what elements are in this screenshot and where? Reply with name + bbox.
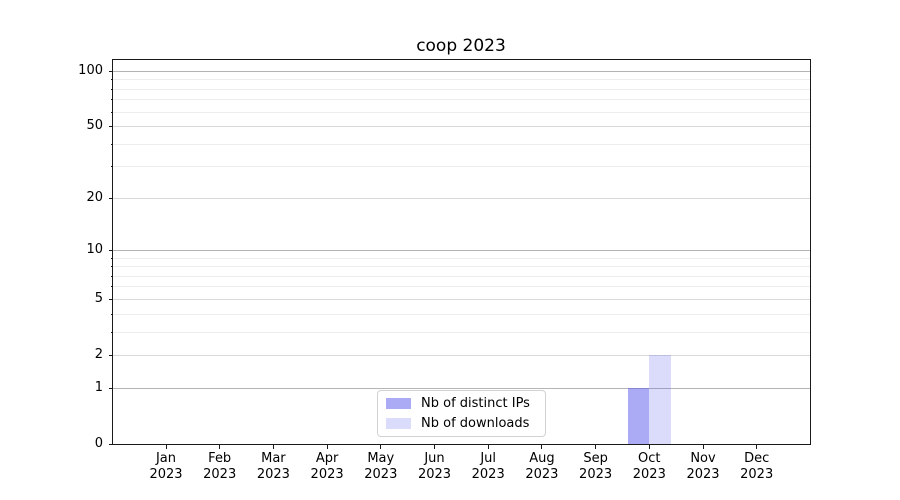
y-tick-label-50: 50 xyxy=(37,118,103,134)
legend-label: Nb of distinct IPs xyxy=(421,396,530,411)
x-tick-apr xyxy=(327,445,328,449)
legend-item-downloads: Nb of downloads xyxy=(378,415,545,432)
chart-title: coop 2023 xyxy=(112,36,810,56)
y-minortick-80 xyxy=(111,89,113,90)
y-tick-label-5: 5 xyxy=(37,291,103,307)
bar-downloads-oct xyxy=(649,355,671,444)
x-tick-aug xyxy=(541,445,542,449)
x-tick-oct xyxy=(649,445,650,449)
y-tick-label-100: 100 xyxy=(37,63,103,79)
legend-swatch-downloads xyxy=(386,418,411,429)
x-tick-label-dec: Dec2023 xyxy=(725,451,789,483)
legend-label: Nb of downloads xyxy=(421,416,529,431)
bar-layer xyxy=(113,60,810,444)
x-tick-feb xyxy=(219,445,220,449)
y-minortick-8 xyxy=(111,266,113,267)
y-tick-5 xyxy=(109,299,113,300)
y-minortick-4 xyxy=(111,314,113,315)
x-tick-jun xyxy=(434,445,435,449)
y-minortick-40 xyxy=(111,144,113,145)
y-minortick-9 xyxy=(111,258,113,259)
bar-distinct-ips-oct xyxy=(628,388,650,444)
legend: Nb of distinct IPs Nb of downloads xyxy=(377,390,546,437)
y-minortick-3 xyxy=(111,332,113,333)
x-tick-jan xyxy=(166,445,167,449)
x-tick-sep xyxy=(595,445,596,449)
y-minortick-7 xyxy=(111,276,113,277)
y-tick-100 xyxy=(109,71,113,72)
y-tick-1 xyxy=(109,388,113,389)
y-tick-20 xyxy=(109,198,113,199)
y-tick-label-0: 0 xyxy=(37,436,103,452)
x-tick-dec xyxy=(756,445,757,449)
y-minortick-6 xyxy=(111,286,113,287)
y-tick-label-1: 1 xyxy=(37,380,103,396)
x-tick-mar xyxy=(273,445,274,449)
y-tick-50 xyxy=(109,126,113,127)
y-minortick-70 xyxy=(111,99,113,100)
legend-item-distinct-ips: Nb of distinct IPs xyxy=(378,395,545,412)
y-tick-0 xyxy=(109,444,113,445)
y-tick-label-20: 20 xyxy=(37,190,103,206)
figure: coop 2023 0125102050100Jan2023Feb2023Mar… xyxy=(0,0,900,500)
legend-swatch-distinct-ips xyxy=(386,398,411,409)
x-tick-jul xyxy=(488,445,489,449)
y-tick-label-2: 2 xyxy=(37,347,103,363)
y-tick-2 xyxy=(109,355,113,356)
x-tick-may xyxy=(380,445,381,449)
x-tick-year: 2023 xyxy=(725,467,789,483)
y-tick-label-10: 10 xyxy=(37,242,103,258)
x-tick-month: Dec xyxy=(725,451,789,467)
y-minortick-60 xyxy=(111,112,113,113)
x-tick-nov xyxy=(703,445,704,449)
y-tick-10 xyxy=(109,250,113,251)
y-minortick-30 xyxy=(111,166,113,167)
plot-area xyxy=(112,59,811,445)
y-minortick-90 xyxy=(111,79,113,80)
